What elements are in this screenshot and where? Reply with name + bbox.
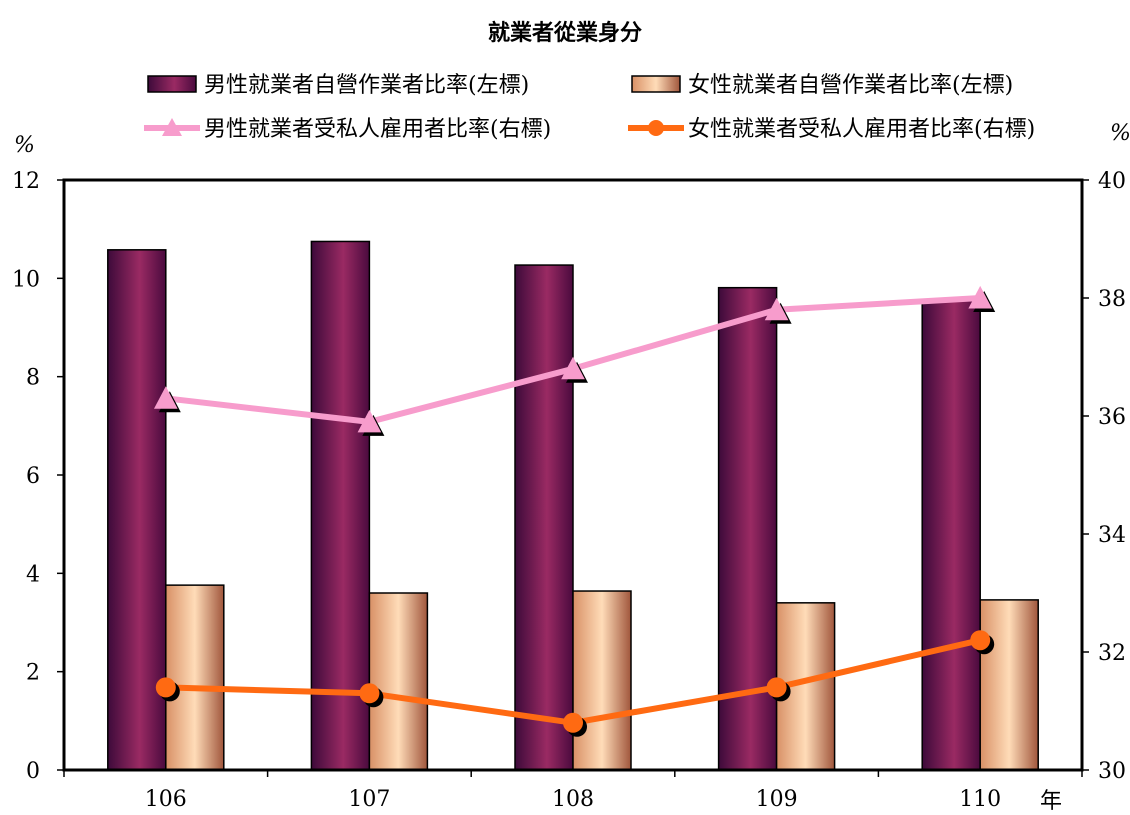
point-female-108	[563, 712, 583, 733]
y-left-tick-12: 12	[12, 169, 40, 194]
legend-label-3: 女性就業者受私人雇用者比率(右標)	[688, 117, 1035, 142]
point-male-108	[561, 356, 585, 380]
x-tick-106: 106	[145, 787, 187, 812]
chart-title: 就業者從業身分	[488, 20, 642, 46]
legend-marker-3	[648, 120, 664, 136]
y-right-tick-32: 32	[1098, 641, 1126, 666]
point-female-107	[359, 683, 380, 704]
y-left-unit: %	[14, 133, 35, 158]
legend: 男性就業者自營作業者比率(左標) 女性就業者自營作業者比率(左標) 男性就業者受私人…	[144, 73, 1035, 142]
bar-male-107	[310, 240, 371, 771]
y-right-tick-40: 40	[1098, 169, 1126, 194]
y-left-tick-10: 10	[12, 267, 40, 292]
bar-female-110	[979, 599, 1039, 771]
x-tick-107: 107	[348, 787, 390, 812]
point-female-109	[766, 677, 787, 698]
legend-label-0: 男性就業者自營作業者比率(左標)	[204, 73, 529, 98]
bar-male-108	[514, 264, 574, 771]
legend-label-1: 女性就業者自營作業者比率(左標)	[688, 73, 1013, 98]
y-right-tick-38: 38	[1098, 287, 1126, 312]
y-left-tick-0: 0	[26, 759, 40, 784]
legend-marker-2	[162, 118, 182, 136]
y-left-tick-4: 4	[26, 562, 40, 587]
point-male-107	[357, 409, 382, 433]
legend-swatch-1	[631, 75, 681, 93]
x-tick-110: 110	[959, 787, 1001, 812]
legend-swatch-0	[147, 75, 197, 93]
bar-male-106	[107, 249, 167, 771]
bar-female-107	[368, 592, 429, 771]
x-tick-108: 108	[552, 787, 594, 812]
bar-female-108	[572, 590, 632, 771]
point-female-110	[970, 630, 991, 651]
point-female-106	[155, 677, 176, 698]
point-male-109	[764, 297, 789, 321]
bar-female-106	[165, 584, 225, 771]
point-male-110	[968, 285, 993, 309]
y-left-tick-8: 8	[26, 366, 40, 391]
bar-male-110	[921, 299, 981, 771]
plot-area: 0 2 4 6 8 10 12 30 32 34 36 38 40 106 107 108 109 110	[12, 169, 1126, 812]
y-right-unit: %	[1110, 121, 1130, 146]
y-left-tick-6: 6	[26, 464, 40, 489]
point-male-106	[153, 386, 178, 409]
x-axis-label: 年	[1040, 789, 1062, 814]
x-tick-109: 109	[756, 787, 798, 812]
y-right-tick-34: 34	[1098, 523, 1126, 548]
y-right-tick-36: 36	[1098, 405, 1126, 430]
legend-label-2: 男性就業者受私人雇用者比率(右標)	[204, 117, 551, 142]
y-right-tick-30: 30	[1098, 759, 1126, 784]
y-left-tick-2: 2	[26, 661, 40, 686]
